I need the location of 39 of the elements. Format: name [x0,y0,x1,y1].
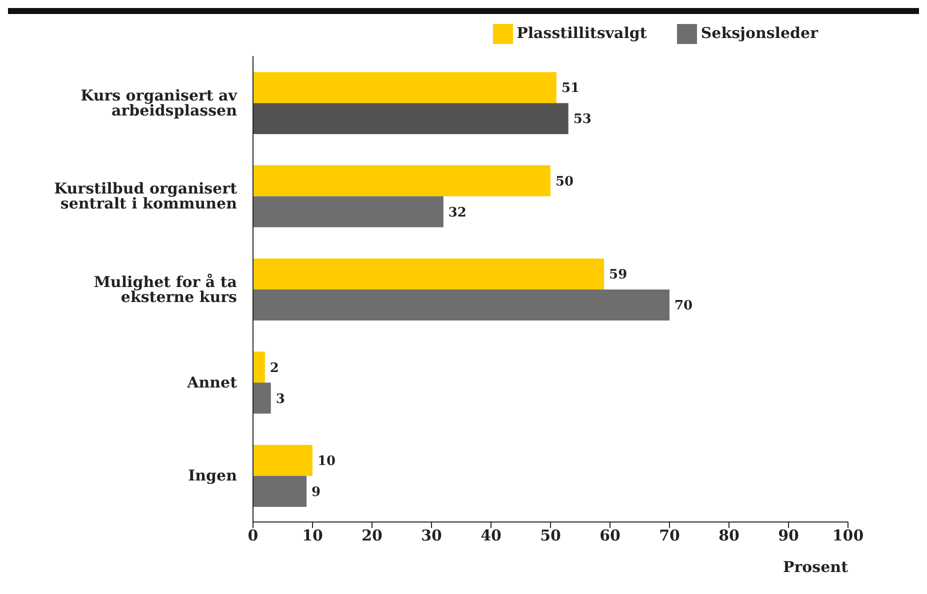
data-label: 51 [561,81,580,96]
bar [253,382,271,414]
bar [253,72,556,104]
x-tick-label: 90 [778,526,799,545]
x-tick-label: 0 [248,526,258,545]
data-label: 50 [556,174,574,190]
data-label: 10 [318,454,336,469]
bar [253,165,550,196]
x-tick-label: 20 [362,526,382,545]
x-tick-label: 10 [302,526,323,545]
y-tick-label: Kurs organisert av arbeidsplassen [80,86,238,120]
x-tick-label: 80 [718,526,740,545]
y-tick-label: Ingen [188,466,238,485]
data-label: 59 [609,268,628,283]
data-label: 32 [448,205,466,220]
bar [253,196,444,228]
x-tick-label: 30 [421,526,442,545]
data-label: 70 [674,298,693,314]
x-tick-label: 50 [540,526,561,545]
data-label: 3 [276,392,285,407]
x-tick-label: 70 [659,526,680,545]
bar [253,476,307,507]
x-tick-label: 40 [480,526,502,545]
bar [253,444,312,476]
y-tick-label: Kurstilbud organisert sentralt i kommunen [54,180,238,213]
x-tick-label: 60 [600,526,620,545]
data-label: 9 [312,484,321,500]
bar [253,258,604,290]
y-tick-label: Mulighet for å ta eksterne kurs [94,272,238,306]
legend-label: Seksjonsleder [700,24,818,42]
x-tick-label: 100 [832,526,864,545]
legend-label: Plasstillitsvalgt [516,24,647,42]
x-axis-title: Prosent [782,558,848,576]
y-tick-label: Annet [186,374,238,392]
data-label: 53 [573,112,592,128]
data-label: 2 [270,360,279,376]
bar [253,103,568,134]
bar [253,289,670,320]
bar [253,352,265,383]
